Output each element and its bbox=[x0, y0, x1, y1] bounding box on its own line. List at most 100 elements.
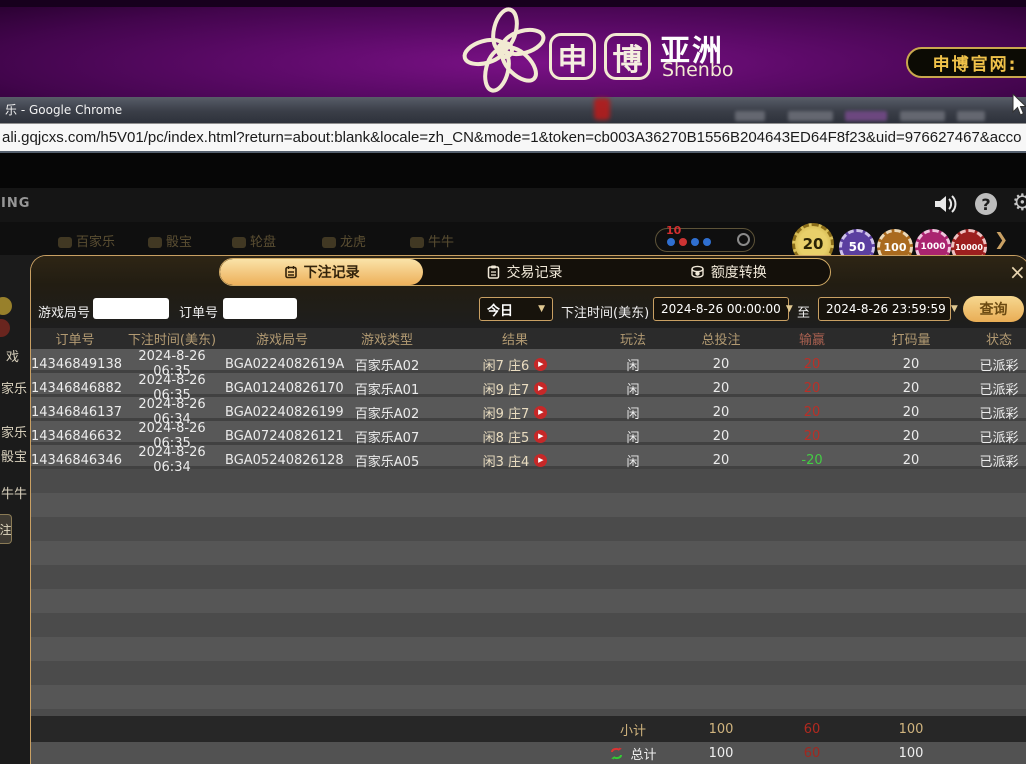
bet-records-modal: 下注记录 交易记录 额度转换 bbox=[30, 255, 1026, 764]
bead-blue bbox=[691, 238, 699, 246]
table-row: 14346846137 2024-8-26 06:34 BGA022408261… bbox=[31, 397, 1026, 427]
empty-row bbox=[31, 589, 1026, 613]
game-icon bbox=[148, 237, 162, 248]
modal-tabbar: 下注记录 交易记录 额度转换 bbox=[219, 258, 831, 286]
tab-bet-records[interactable]: 下注记录 bbox=[220, 259, 424, 285]
background-nav-blob bbox=[845, 111, 887, 121]
empty-row bbox=[31, 661, 1026, 685]
table-row: 14346846882 2024-8-26 06:35 BGA012408261… bbox=[31, 373, 1026, 403]
table-row: 14346846346 2024-8-26 06:34 BGA052408261… bbox=[31, 445, 1026, 475]
table-header: 订单号 下注时间(美东) 游戏局号 游戏类型 结果 玩法 总投注 输赢 打码量 … bbox=[31, 328, 1026, 349]
subtotal-label: 小计 bbox=[619, 723, 646, 739]
sidebar-fragment: 家乐 bbox=[1, 382, 27, 397]
chip-fragment bbox=[0, 319, 10, 337]
background-nav-blob bbox=[735, 111, 765, 121]
chevron-down-icon: ▼ bbox=[950, 304, 958, 314]
empty-row bbox=[31, 637, 1026, 661]
bet-time-label: 下注时间(美东) bbox=[561, 306, 650, 321]
lobby-nav-bullbull[interactable]: 牛牛 bbox=[410, 231, 454, 250]
mouse-cursor bbox=[1012, 94, 1026, 116]
sidebar-fragment: 家乐 bbox=[1, 426, 27, 441]
background-nav-blob bbox=[900, 111, 945, 121]
lobby-topbar: ING ? ⚙ bbox=[0, 188, 1026, 222]
search-button[interactable]: 查询 bbox=[963, 296, 1024, 322]
official-site-pill[interactable]: 申博官网: bbox=[906, 47, 1026, 78]
refresh-total-icon[interactable] bbox=[609, 746, 624, 761]
chevron-down-icon: ▼ bbox=[785, 304, 793, 314]
quota-transfer-icon bbox=[691, 265, 704, 278]
brand-char-bo: 博 bbox=[604, 33, 651, 80]
lobby-nav-strip: 百家乐 骰宝 轮盘 龙虎 牛牛 10 20 50 100 1000 10000 … bbox=[0, 222, 1026, 265]
modal-top-section: 下注记录 交易记录 额度转换 bbox=[31, 256, 1026, 328]
bead-red bbox=[679, 238, 687, 246]
empty-row bbox=[31, 469, 1026, 493]
chip-fragment bbox=[0, 297, 12, 315]
transaction-record-icon bbox=[488, 265, 500, 279]
window-title: 乐 - Google Chrome bbox=[5, 103, 123, 117]
game-icon bbox=[232, 237, 246, 248]
lobby-nav-roulette[interactable]: 轮盘 bbox=[232, 231, 276, 250]
table-body: 14346849138 2024-8-26 06:35 BGA022408261… bbox=[31, 349, 1026, 716]
header-top-strip bbox=[0, 0, 1026, 7]
magnifier-icon[interactable] bbox=[737, 233, 750, 246]
bet-record-icon bbox=[284, 266, 297, 279]
tab-quota-transfer[interactable]: 额度转换 bbox=[627, 259, 830, 285]
empty-row bbox=[31, 517, 1026, 541]
close-icon[interactable]: × bbox=[1009, 260, 1026, 284]
bead-blue bbox=[703, 238, 711, 246]
game-round-input[interactable] bbox=[93, 298, 169, 319]
url-bar[interactable]: ali.gqjcxs.com/h5V01/pc/index.html?retur… bbox=[0, 123, 1026, 153]
game-icon bbox=[322, 237, 336, 248]
brand-char-shen: 申 bbox=[549, 33, 596, 80]
empty-row bbox=[31, 493, 1026, 517]
sidebar-tab-fragment[interactable]: 注 bbox=[0, 514, 12, 544]
flower-logo-icon bbox=[462, 7, 546, 93]
to-label: 至 bbox=[797, 306, 811, 321]
replay-icon[interactable]: ▶ bbox=[534, 357, 548, 371]
end-time-select[interactable]: 2024-8-26 23:59:59 ▼ bbox=[818, 297, 958, 321]
tab-transaction-records[interactable]: 交易记录 bbox=[423, 259, 626, 285]
replay-icon[interactable]: ▶ bbox=[534, 453, 548, 467]
total-label: 总计 bbox=[630, 748, 657, 763]
bead-blue bbox=[667, 238, 675, 246]
game-icon bbox=[58, 237, 72, 248]
help-icon[interactable]: ? bbox=[975, 193, 997, 215]
background-nav-blob bbox=[957, 111, 985, 121]
start-time-select[interactable]: 2024-8-26 00:00:00 ▼ bbox=[653, 297, 793, 321]
replay-icon[interactable]: ▶ bbox=[534, 381, 548, 395]
date-range-select[interactable]: 今日 ▼ bbox=[479, 297, 553, 321]
sidebar-fragment: 戏 bbox=[6, 350, 20, 365]
replay-icon[interactable]: ▶ bbox=[534, 405, 548, 419]
game-round-label: 游戏局号 bbox=[38, 306, 91, 321]
brand-subtitle: Shenbo bbox=[662, 59, 734, 81]
chips-more-arrow[interactable]: ❯ bbox=[994, 230, 1009, 250]
empty-row bbox=[31, 709, 1026, 716]
table-row: 14346849138 2024-8-26 06:35 BGA022408261… bbox=[31, 349, 1026, 379]
gear-icon[interactable]: ⚙ bbox=[1012, 190, 1026, 216]
empty-row bbox=[31, 685, 1026, 709]
table-row: 14346846632 2024-8-26 06:35 BGA072408261… bbox=[31, 421, 1026, 451]
replay-icon[interactable]: ▶ bbox=[534, 429, 548, 443]
bead-road-panel: 10 bbox=[655, 224, 755, 252]
empty-row bbox=[31, 541, 1026, 565]
order-number-input[interactable] bbox=[223, 298, 297, 319]
sidebar-fragment: 骰宝 bbox=[1, 450, 27, 465]
lobby-logo-fragment: ING bbox=[1, 196, 31, 211]
game-icon bbox=[410, 237, 424, 248]
url-text: ali.gqjcxs.com/h5V01/pc/index.html?retur… bbox=[2, 129, 1022, 146]
site-header: 申 博 亚洲 Shenbo 申博官网: bbox=[0, 0, 1026, 97]
sidebar-fragment: 牛牛 bbox=[1, 487, 27, 502]
lobby-nav-baccarat[interactable]: 百家乐 bbox=[58, 231, 115, 250]
window-gap bbox=[0, 153, 1026, 188]
chevron-down-icon: ▼ bbox=[538, 304, 545, 314]
lobby-nav-sicbo[interactable]: 骰宝 bbox=[148, 231, 192, 250]
background-lantern-blob bbox=[594, 98, 610, 120]
empty-row bbox=[31, 565, 1026, 589]
sound-icon[interactable] bbox=[933, 192, 959, 216]
order-number-label: 订单号 bbox=[179, 306, 219, 321]
bead-count: 10 bbox=[666, 224, 682, 237]
empty-row bbox=[31, 613, 1026, 637]
total-row: 总计 100 60 100 bbox=[31, 742, 1026, 764]
lobby-nav-dragontiger[interactable]: 龙虎 bbox=[322, 231, 366, 250]
